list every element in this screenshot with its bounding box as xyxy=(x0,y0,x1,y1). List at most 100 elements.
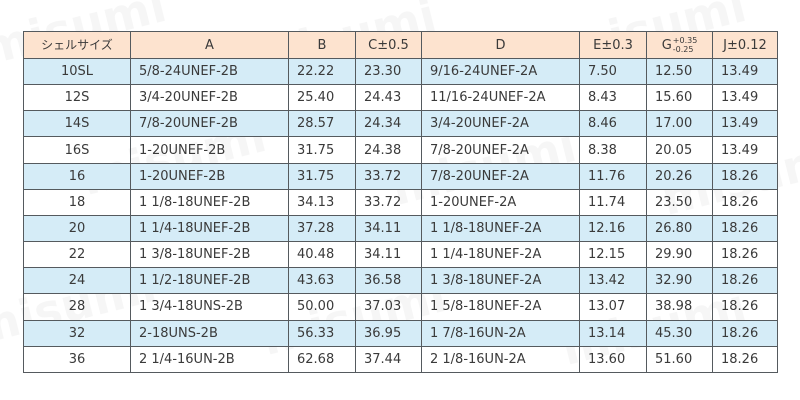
cell-b: 50.00 xyxy=(288,293,356,321)
g-tolerance-minus: -0.25 xyxy=(672,45,694,54)
cell-c: 24.43 xyxy=(355,84,422,112)
cell-b: 31.75 xyxy=(288,136,356,164)
cell-shell-size: 16 xyxy=(23,162,131,190)
cell-a: 1 3/4-18UNS-2B xyxy=(130,293,289,321)
cell-g: 38.98 xyxy=(646,293,713,321)
cell-shell-size: 24 xyxy=(23,267,131,295)
cell-d: 7/8-20UNEF-2A xyxy=(421,162,580,190)
cell-shell-size: 12S xyxy=(23,84,131,112)
header-a: A xyxy=(130,31,289,59)
table-row: 36 2 1/4-16UN-2B 62.68 37.44 2 1/8-16UN-2A 13… xyxy=(23,345,778,374)
cell-shell-size: 36 xyxy=(23,345,131,374)
cell-g: 17.00 xyxy=(646,110,713,138)
cell-shell-size: 32 xyxy=(23,319,131,347)
cell-g: 20.05 xyxy=(646,136,713,164)
cell-e: 13.14 xyxy=(579,319,647,347)
cell-e: 12.16 xyxy=(579,214,647,243)
cell-shell-size: 10SL xyxy=(23,57,131,86)
cell-e: 8.43 xyxy=(579,84,647,112)
cell-a: 2 1/4-16UN-2B xyxy=(130,345,289,374)
cell-j: 18.26 xyxy=(712,267,778,295)
header-e: E±0.3 xyxy=(579,31,647,59)
table-row: 28 1 3/4-18UNS-2B 50.00 37.03 1 5/8-18UNEF-2… xyxy=(23,293,778,321)
cell-j: 18.26 xyxy=(712,293,778,321)
cell-b: 22.22 xyxy=(288,57,356,86)
cell-a: 7/8-20UNEF-2B xyxy=(130,110,289,138)
table-row: 16S 1-20UNEF-2B 31.75 24.38 7/8-20UNEF-2A 8.3… xyxy=(23,136,778,164)
cell-shell-size: 20 xyxy=(23,214,131,243)
table-row: 24 1 1/2-18UNEF-2B 43.63 36.58 1 3/8-18UNEF-… xyxy=(23,267,778,295)
cell-c: 23.30 xyxy=(355,57,422,86)
header-shell-size: シェルサイズ xyxy=(23,31,131,59)
cell-e: 7.50 xyxy=(579,57,647,86)
cell-b: 40.48 xyxy=(288,241,356,269)
cell-j: 18.26 xyxy=(712,162,778,190)
cell-b: 37.28 xyxy=(288,214,356,243)
header-b: B xyxy=(288,31,356,59)
cell-e: 13.07 xyxy=(579,293,647,321)
cell-j: 18.26 xyxy=(712,319,778,347)
cell-g: 29.90 xyxy=(646,241,713,269)
cell-j: 13.49 xyxy=(712,110,778,138)
cell-j: 13.49 xyxy=(712,84,778,112)
cell-j: 18.26 xyxy=(712,188,778,216)
cell-j: 13.49 xyxy=(712,57,778,86)
cell-shell-size: 28 xyxy=(23,293,131,321)
cell-b: 62.68 xyxy=(288,345,356,374)
cell-g: 32.90 xyxy=(646,267,713,295)
cell-b: 43.63 xyxy=(288,267,356,295)
table-row: 10SL 5/8-24UNEF-2B 22.22 23.30 9/16-24UNEF-2… xyxy=(23,57,778,86)
cell-c: 36.58 xyxy=(355,267,422,295)
cell-e: 13.60 xyxy=(579,345,647,374)
cell-a: 1-20UNEF-2B xyxy=(130,136,289,164)
cell-e: 12.15 xyxy=(579,241,647,269)
table-row: 32 2-18UNS-2B 56.33 36.95 1 7/8-16UN-2A 13.14… xyxy=(23,319,778,347)
cell-d: 9/16-24UNEF-2A xyxy=(421,57,580,86)
cell-c: 34.11 xyxy=(355,214,422,243)
cell-c: 33.72 xyxy=(355,162,422,190)
cell-g: 12.50 xyxy=(646,57,713,86)
cell-d: 11/16-24UNEF-2A xyxy=(421,84,580,112)
cell-a: 2-18UNS-2B xyxy=(130,319,289,347)
cell-g: 45.30 xyxy=(646,319,713,347)
cell-d: 3/4-20UNEF-2A xyxy=(421,110,580,138)
cell-c: 24.34 xyxy=(355,110,422,138)
cell-e: 11.76 xyxy=(579,162,647,190)
cell-a: 1-20UNEF-2B xyxy=(130,162,289,190)
header-c: C±0.5 xyxy=(355,31,422,59)
header-g: G +0.35 -0.25 xyxy=(646,31,713,59)
cell-g: 26.80 xyxy=(646,214,713,243)
cell-d: 1 1/8-18UNEF-2A xyxy=(421,214,580,243)
cell-e: 8.46 xyxy=(579,110,647,138)
cell-shell-size: 14S xyxy=(23,110,131,138)
cell-j: 18.26 xyxy=(712,241,778,269)
cell-c: 36.95 xyxy=(355,319,422,347)
cell-g: 15.60 xyxy=(646,84,713,112)
cell-shell-size: 22 xyxy=(23,241,131,269)
table-row: 16 1-20UNEF-2B 31.75 33.72 7/8-20UNEF-2A 11.7… xyxy=(23,162,778,190)
table-row: 14S 7/8-20UNEF-2B 28.57 24.34 3/4-20UNEF-2A 8… xyxy=(23,110,778,138)
header-g-tolerance: +0.35 -0.25 xyxy=(673,36,698,54)
cell-e: 13.42 xyxy=(579,267,647,295)
cell-j: 18.26 xyxy=(712,345,778,374)
cell-a: 1 3/8-18UNEF-2B xyxy=(130,241,289,269)
cell-d: 7/8-20UNEF-2A xyxy=(421,136,580,164)
cell-a: 3/4-20UNEF-2B xyxy=(130,84,289,112)
cell-e: 11.74 xyxy=(579,188,647,216)
cell-d: 1 3/8-18UNEF-2A xyxy=(421,267,580,295)
header-j: J±0.12 xyxy=(712,31,778,59)
cell-c: 37.44 xyxy=(355,345,422,374)
cell-a: 1 1/8-18UNEF-2B xyxy=(130,188,289,216)
table-row: 22 1 3/8-18UNEF-2B 40.48 34.11 1 1/4-18UNEF-… xyxy=(23,241,778,269)
cell-c: 33.72 xyxy=(355,188,422,216)
cell-g: 51.60 xyxy=(646,345,713,374)
table-row: 20 1 1/4-18UNEF-2B 37.28 34.11 1 1/8-18UNEF-… xyxy=(23,214,778,243)
g-tolerance-plus: +0.35 xyxy=(672,36,698,45)
cell-g: 20.26 xyxy=(646,162,713,190)
table-row: 18 1 1/8-18UNEF-2B 34.13 33.72 1-20UNEF-2A 11… xyxy=(23,188,778,216)
table-row: 12S 3/4-20UNEF-2B 25.40 24.43 11/16-24UNEF-2… xyxy=(23,84,778,112)
cell-b: 56.33 xyxy=(288,319,356,347)
cell-a: 5/8-24UNEF-2B xyxy=(130,57,289,86)
cell-e: 8.38 xyxy=(579,136,647,164)
cell-c: 24.38 xyxy=(355,136,422,164)
